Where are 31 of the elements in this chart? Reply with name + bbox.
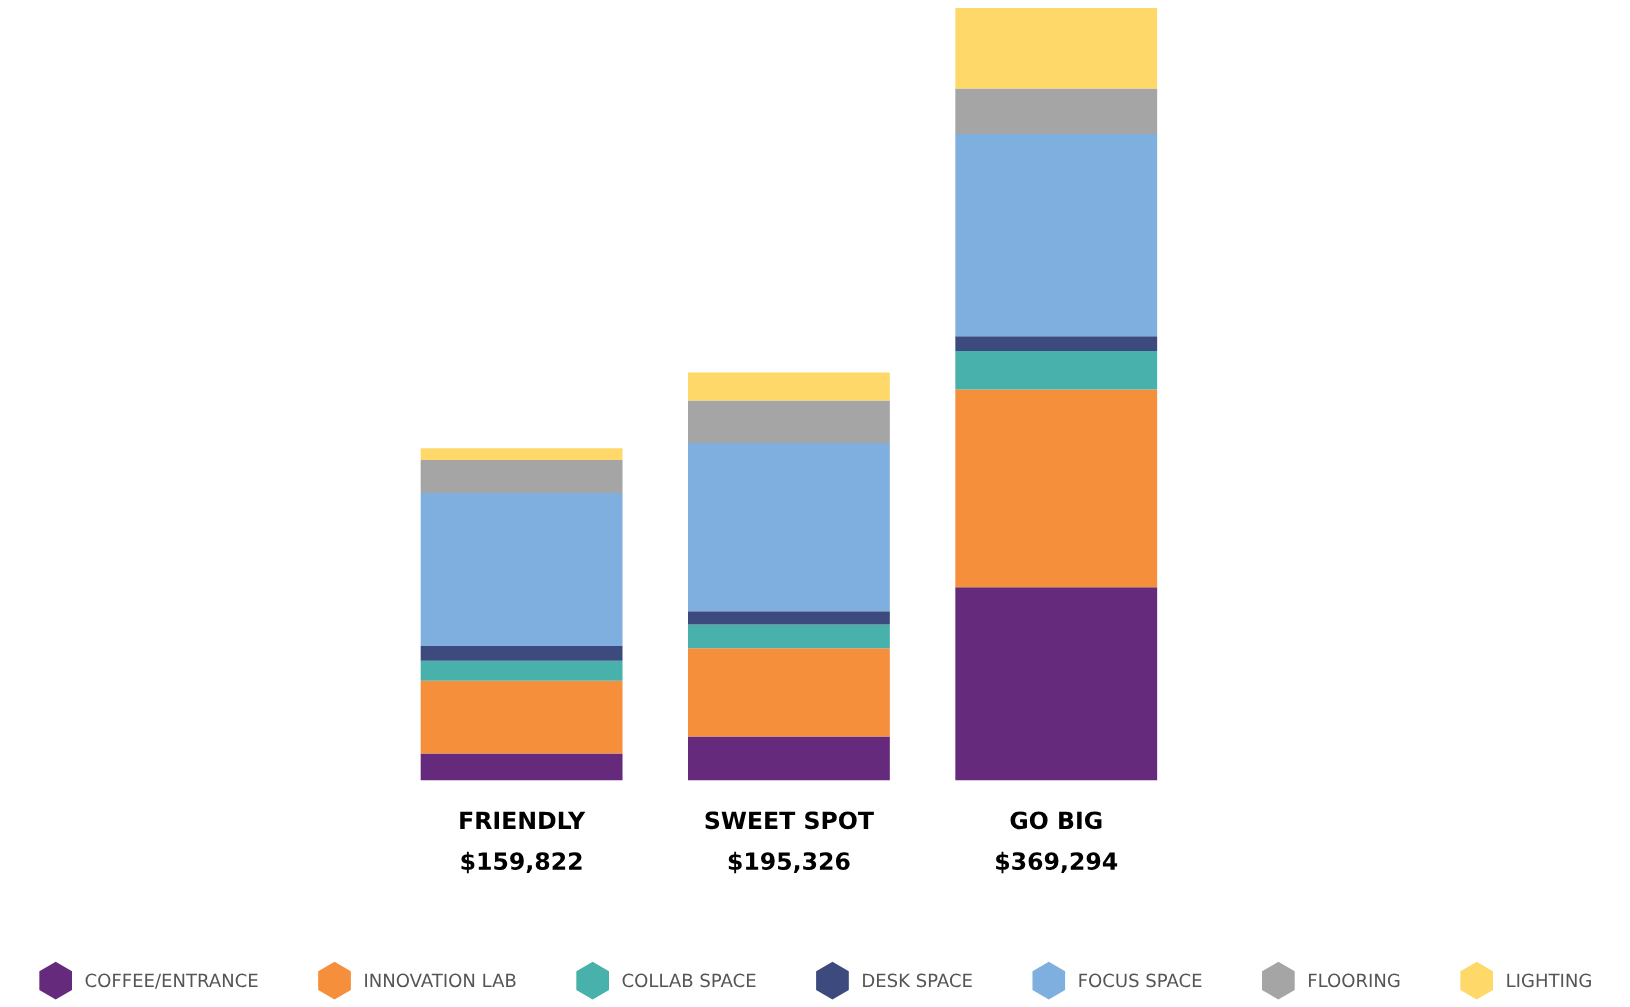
bar [955,336,1158,351]
x-tick-label: GO BIG $369,294 [996,811,1118,874]
legend-label: LIGHTING [1507,973,1591,988]
bar [420,753,623,781]
bar [955,389,1158,588]
bar [955,88,1158,134]
bar [420,459,623,494]
bar [955,350,1158,390]
bar [688,400,890,443]
x-tick-label: SWEET SPOT $195,326 [705,811,874,874]
bar [688,736,890,781]
legend-label: INNOVATION LAB [365,973,516,988]
bar [420,448,623,460]
bar [420,680,623,754]
legend-label: COLLAB SPACE [622,973,756,988]
legend-label: FOCUS SPACE [1079,973,1202,988]
bar [688,442,890,612]
bar [420,493,623,647]
bar [420,646,623,661]
bar [688,624,890,649]
bar [688,648,890,737]
bar [420,660,623,681]
bar [688,372,890,401]
x-tick-label: FRIENDLY $159,822 [460,811,586,874]
legend-label: FLOORING [1309,973,1400,988]
bar [688,611,890,625]
bar [955,587,1158,781]
legend-label: COFFEE/ENTRANCE [85,973,258,989]
bar [955,8,1158,89]
bar [955,133,1158,337]
legend-label: DESK SPACE [863,973,972,988]
